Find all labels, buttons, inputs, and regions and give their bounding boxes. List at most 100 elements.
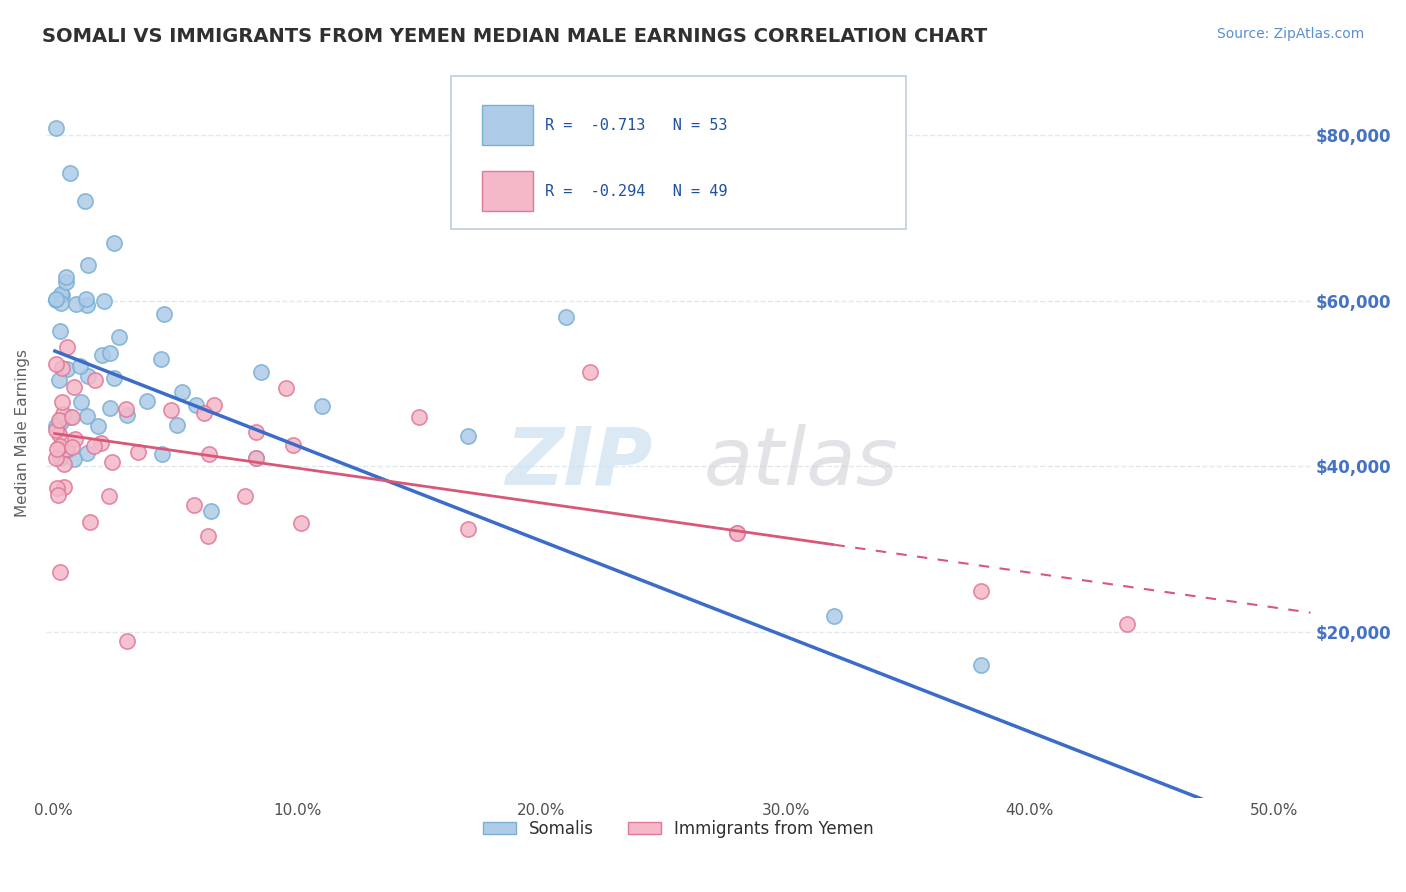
Point <box>45 481 67 495</box>
Point <box>45 419 67 434</box>
Text: ZIP: ZIP <box>506 424 652 501</box>
Point <box>245 450 267 465</box>
Point <box>51 288 73 302</box>
Point <box>202 399 225 413</box>
Point <box>84 374 107 388</box>
Point <box>93 294 115 309</box>
Point <box>53 480 76 494</box>
Point <box>49 439 72 453</box>
Point <box>160 403 183 417</box>
Point <box>55 442 77 456</box>
Point <box>49 296 72 310</box>
Point <box>555 310 578 325</box>
Text: SOMALI VS IMMIGRANTS FROM YEMEN MEDIAN MALE EARNINGS CORRELATION CHART: SOMALI VS IMMIGRANTS FROM YEMEN MEDIAN M… <box>42 27 987 45</box>
Point <box>65 297 87 311</box>
Point <box>579 365 602 379</box>
Point <box>48 413 70 427</box>
Point <box>107 330 129 344</box>
Point <box>274 380 297 394</box>
Bar <box>482 170 533 211</box>
Point <box>83 439 105 453</box>
Point <box>101 455 124 469</box>
Point <box>59 409 82 424</box>
Point <box>52 407 75 421</box>
Text: atlas: atlas <box>703 424 898 501</box>
Point <box>245 450 267 465</box>
Point <box>65 432 87 446</box>
Point <box>198 447 221 461</box>
Point <box>281 438 304 452</box>
Point <box>55 442 77 457</box>
Point <box>69 359 91 373</box>
Point <box>48 450 70 465</box>
Point <box>725 525 748 540</box>
Point <box>45 120 67 135</box>
Point <box>90 348 112 362</box>
Point <box>55 270 77 285</box>
Text: R =  -0.294   N = 49: R = -0.294 N = 49 <box>546 184 728 199</box>
Point <box>150 352 173 367</box>
Point <box>69 395 91 409</box>
Point <box>115 633 138 648</box>
Point <box>56 340 79 354</box>
Point <box>184 398 207 412</box>
Point <box>103 371 125 385</box>
Point <box>48 413 70 427</box>
Point <box>49 324 72 338</box>
Point <box>51 360 73 375</box>
Point <box>408 409 430 424</box>
Point <box>970 658 993 673</box>
Point <box>233 490 256 504</box>
Point <box>52 457 75 471</box>
Point <box>127 444 149 458</box>
Point <box>73 194 96 209</box>
Point <box>51 416 73 430</box>
FancyBboxPatch shape <box>451 76 905 229</box>
Point <box>200 504 222 518</box>
Point <box>49 287 72 301</box>
Point <box>97 490 120 504</box>
Point <box>98 345 121 359</box>
Point <box>166 418 188 433</box>
Text: R =  -0.713   N = 53: R = -0.713 N = 53 <box>546 118 728 133</box>
Point <box>76 409 98 423</box>
Point <box>76 258 98 272</box>
Point <box>90 436 112 450</box>
Point <box>197 528 219 542</box>
Point <box>183 499 205 513</box>
Point <box>77 368 100 383</box>
Point <box>152 307 174 321</box>
Point <box>150 447 173 461</box>
Point <box>311 399 333 413</box>
Point <box>59 166 82 180</box>
Point <box>45 442 67 457</box>
Point <box>79 515 101 529</box>
Point <box>60 440 83 454</box>
Legend: Somalis, Immigrants from Yemen: Somalis, Immigrants from Yemen <box>475 814 880 845</box>
Y-axis label: Median Male Earnings: Median Male Earnings <box>15 350 30 517</box>
Point <box>250 365 273 379</box>
Point <box>45 292 67 306</box>
Point <box>76 298 98 312</box>
Point <box>170 384 193 399</box>
Point <box>55 362 77 376</box>
Point <box>51 395 73 409</box>
Point <box>290 516 312 530</box>
Point <box>193 406 215 420</box>
Point <box>46 488 69 502</box>
Point <box>45 423 67 437</box>
Point <box>45 450 67 465</box>
Point <box>115 402 138 417</box>
Point <box>48 427 70 442</box>
Point <box>63 380 86 394</box>
Point <box>87 419 110 434</box>
Point <box>725 525 748 540</box>
Point <box>457 522 479 536</box>
Point <box>970 583 993 598</box>
Point <box>45 293 67 307</box>
Point <box>63 451 86 466</box>
Point <box>60 410 83 425</box>
Point <box>45 357 67 371</box>
Point <box>103 235 125 250</box>
Point <box>48 373 70 387</box>
